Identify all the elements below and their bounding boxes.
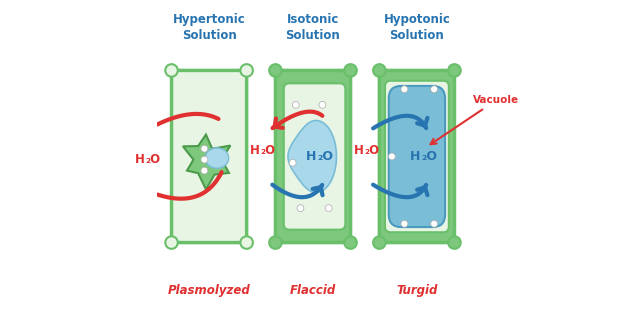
Circle shape bbox=[289, 159, 296, 166]
Circle shape bbox=[401, 220, 408, 227]
Text: H: H bbox=[135, 153, 145, 166]
Circle shape bbox=[326, 205, 332, 212]
FancyBboxPatch shape bbox=[379, 70, 454, 243]
Circle shape bbox=[373, 64, 386, 77]
FancyBboxPatch shape bbox=[172, 70, 247, 243]
Circle shape bbox=[201, 167, 208, 174]
Circle shape bbox=[165, 64, 178, 77]
Text: Plasmolyzed: Plasmolyzed bbox=[168, 284, 250, 297]
Text: Hypertonic
Solution: Hypertonic Solution bbox=[173, 13, 245, 42]
Circle shape bbox=[165, 236, 178, 249]
Text: ₂O: ₂O bbox=[146, 153, 161, 166]
Text: Isotonic
Solution: Isotonic Solution bbox=[285, 13, 341, 42]
Circle shape bbox=[292, 101, 299, 108]
Text: ₂O: ₂O bbox=[421, 150, 437, 163]
Text: Hypotonic
Solution: Hypotonic Solution bbox=[384, 13, 450, 42]
Text: H: H bbox=[250, 144, 260, 157]
Circle shape bbox=[240, 64, 253, 77]
Text: ₂O: ₂O bbox=[260, 144, 276, 157]
Circle shape bbox=[448, 236, 461, 249]
Polygon shape bbox=[288, 121, 336, 192]
Circle shape bbox=[388, 153, 396, 160]
Text: Vacuole: Vacuole bbox=[431, 95, 520, 144]
Text: ₂O: ₂O bbox=[364, 144, 380, 157]
Text: H: H bbox=[305, 150, 316, 163]
Circle shape bbox=[431, 86, 438, 93]
Text: Flaccid: Flaccid bbox=[290, 284, 336, 297]
Circle shape bbox=[201, 145, 208, 152]
Ellipse shape bbox=[205, 148, 228, 168]
Circle shape bbox=[344, 236, 357, 249]
Text: H: H bbox=[354, 144, 364, 157]
FancyBboxPatch shape bbox=[385, 81, 449, 232]
Circle shape bbox=[269, 64, 282, 77]
Circle shape bbox=[373, 236, 386, 249]
Circle shape bbox=[269, 236, 282, 249]
Text: Turgid: Turgid bbox=[396, 284, 438, 297]
Polygon shape bbox=[183, 135, 230, 189]
Circle shape bbox=[319, 101, 326, 108]
Circle shape bbox=[201, 156, 208, 163]
Circle shape bbox=[431, 220, 438, 227]
Circle shape bbox=[448, 64, 461, 77]
FancyBboxPatch shape bbox=[275, 70, 351, 243]
FancyBboxPatch shape bbox=[284, 83, 346, 230]
Text: H: H bbox=[409, 150, 420, 163]
Circle shape bbox=[297, 205, 304, 212]
FancyBboxPatch shape bbox=[389, 86, 445, 227]
Circle shape bbox=[240, 236, 253, 249]
Text: ₂O: ₂O bbox=[317, 150, 333, 163]
Circle shape bbox=[344, 64, 357, 77]
Circle shape bbox=[401, 86, 408, 93]
